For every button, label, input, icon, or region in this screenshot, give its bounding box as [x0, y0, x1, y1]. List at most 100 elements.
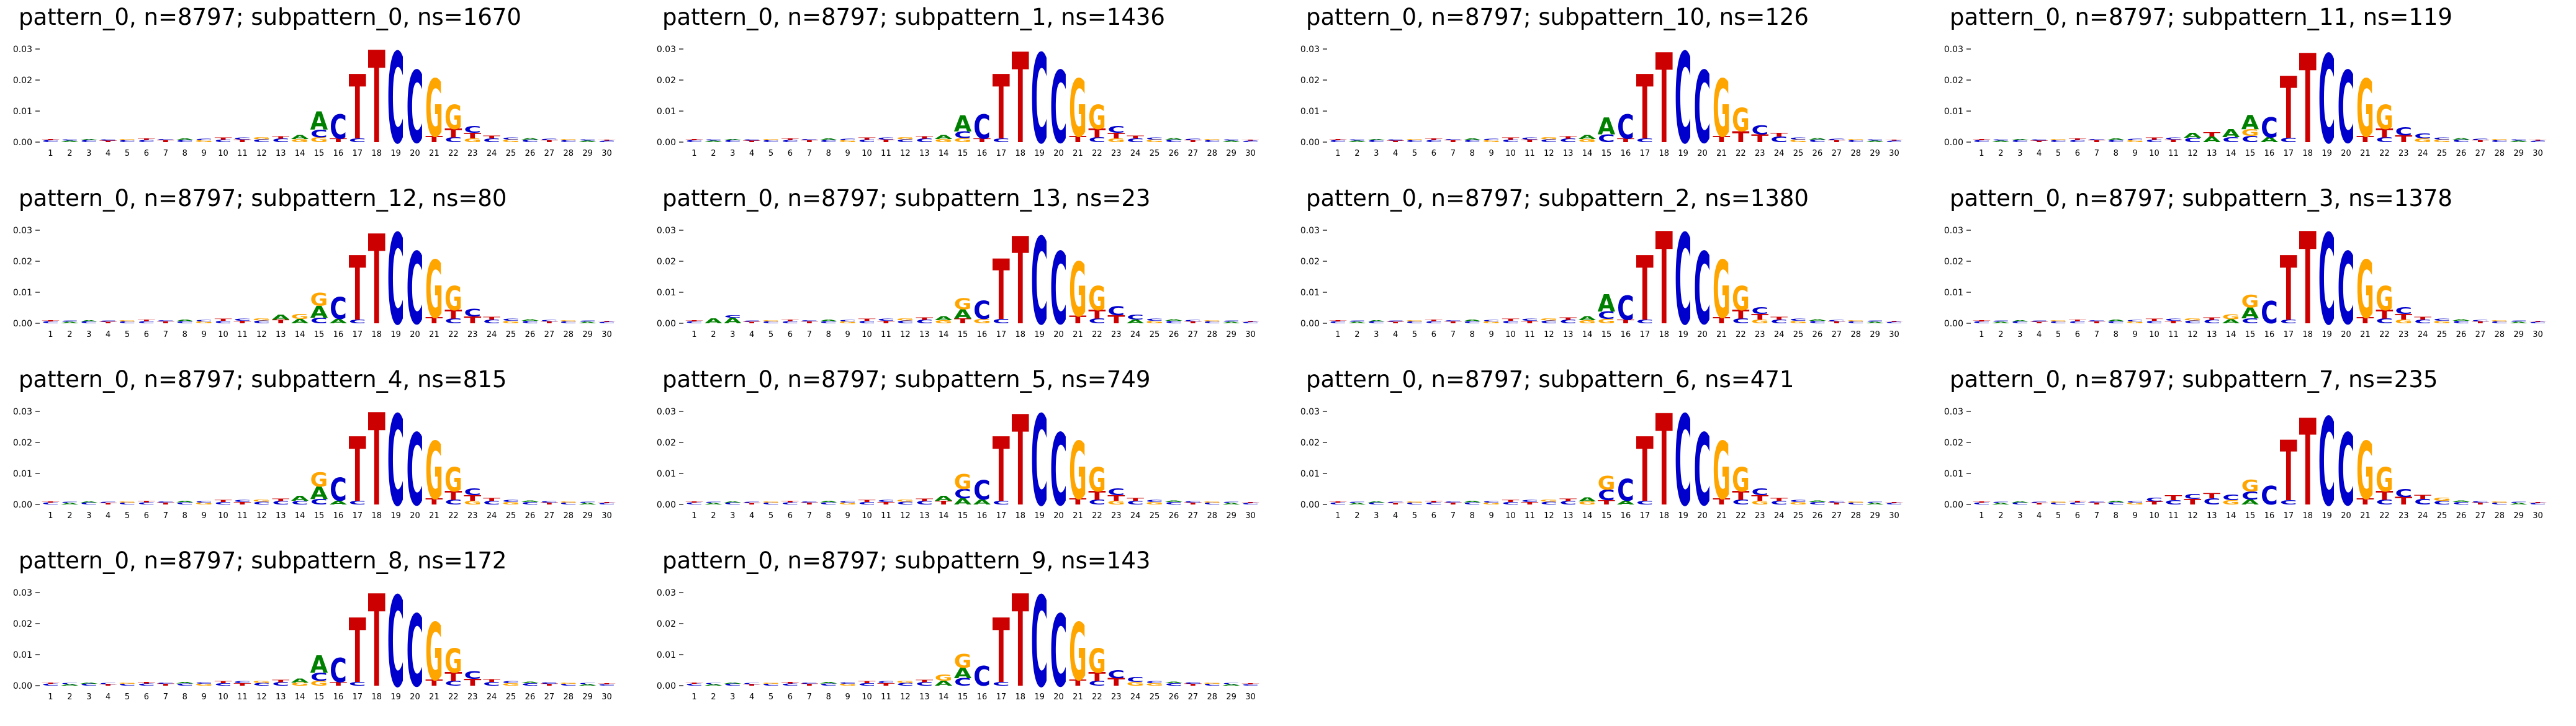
x-tick-label: 25: [1150, 692, 1160, 702]
logo-letter-A: A: [2241, 111, 2259, 133]
logo-letter-C: C: [2107, 139, 2125, 143]
logo-letter-C: C: [176, 320, 194, 324]
logo-letter-T: T: [743, 684, 760, 686]
logo-letter-C: C: [560, 140, 577, 143]
x-tick-label: 7: [163, 149, 168, 158]
logo-letter-T: T: [801, 140, 818, 143]
logo-letter-C: C: [2069, 320, 2086, 324]
x-tick-label: 5: [2056, 330, 2061, 339]
logo-letter-G: G: [195, 683, 213, 686]
x-tick-label: 30: [1245, 149, 1256, 158]
logo-letter-C: C: [119, 140, 136, 143]
logo-letter-T: T: [954, 317, 972, 325]
logo-letter-T: T: [1770, 132, 1788, 137]
logo-letter-G: G: [253, 318, 271, 321]
x-tick-label: 10: [1505, 149, 1516, 158]
logo-panel-subpattern_11: pattern_0, n=8797; subpattern_11, ns=119…: [1931, 0, 2575, 181]
x-tick-label: 30: [601, 692, 612, 702]
x-tick-label: 9: [2133, 330, 2138, 339]
x-tick-label: 3: [730, 692, 735, 702]
x-tick-label: 29: [2513, 149, 2524, 158]
logo-letter-C: C: [2107, 501, 2125, 505]
y-tick-label: 0.00: [13, 681, 32, 691]
logo-letter-C: C: [1992, 320, 2009, 322]
x-tick-label: 6: [2075, 330, 2080, 339]
x-tick-label: 22: [1736, 330, 1746, 339]
logo-letter-C: C: [820, 683, 837, 686]
x-tick-label: 15: [958, 511, 968, 521]
x-tick-label: 5: [1412, 511, 1417, 521]
x-tick-label: 9: [845, 511, 850, 521]
y-tick-label: 0.02: [657, 438, 676, 448]
x-tick-label: 26: [2456, 511, 2467, 521]
logo-letter-T: T: [1184, 321, 1202, 324]
logo-letter-C: C: [215, 139, 232, 143]
logo-letter-C: C: [176, 139, 194, 143]
x-tick-label: 16: [977, 149, 988, 158]
logo-letter-G: G: [935, 319, 953, 324]
logo-letter-C: C: [1089, 498, 1106, 506]
logo-letter-C: C: [724, 502, 741, 505]
logo-letter-C: C: [42, 140, 60, 143]
logo-letter-C: C: [973, 660, 991, 692]
logo-letter-A: A: [330, 318, 348, 325]
logo-letter-C: C: [2472, 501, 2489, 503]
x-tick-label: 25: [1150, 511, 1160, 521]
logo-letter-A: A: [1809, 319, 1827, 321]
logo-panel-subpattern_10: pattern_0, n=8797; subpattern_10, ns=126…: [1287, 0, 1931, 181]
x-tick-label: 8: [1470, 149, 1475, 158]
x-tick-label: 11: [237, 692, 248, 702]
logo-letter-T: T: [233, 320, 251, 324]
logo-letter-C: C: [705, 683, 722, 684]
logo-letter-A: A: [935, 315, 953, 321]
logo-letter-C: C: [1223, 683, 1240, 684]
x-tick-label: 28: [1850, 149, 1861, 158]
x-tick-label: 10: [218, 149, 228, 158]
logo-letter-C: C: [598, 321, 616, 324]
x-tick-label: 3: [1374, 149, 1379, 158]
logo-letter-G: G: [2356, 425, 2374, 516]
x-tick-label: 12: [900, 330, 911, 339]
logo-letter-A: A: [2184, 132, 2201, 140]
logo-letter-T: T: [1559, 135, 1577, 139]
logo-letter-A: A: [1222, 140, 1241, 143]
logo-letter-C: C: [138, 139, 155, 143]
logo-letter-C: C: [1242, 140, 1259, 143]
logo-letter-C: C: [1559, 319, 1577, 325]
x-tick-label: 23: [2398, 149, 2409, 158]
logo-letter-T: T: [272, 679, 289, 683]
logo-letter-G: G: [1088, 460, 1106, 499]
logo-letter-C: C: [1617, 289, 1634, 327]
logo-letter-C: C: [2376, 317, 2394, 325]
y-tick-label: 0.03: [1944, 226, 1963, 236]
x-tick-label: 2: [1354, 511, 1359, 521]
logo-letter-T: T: [1425, 500, 1443, 503]
x-tick-label: 9: [202, 511, 207, 521]
y-tick-label: 0.01: [657, 469, 676, 479]
x-tick-label: 12: [256, 511, 267, 521]
x-tick-label: 20: [2341, 511, 2351, 521]
logo-letter-T: T: [464, 132, 481, 140]
logo-letter-C: C: [1367, 321, 1385, 324]
logo-letter-A: A: [935, 495, 952, 503]
x-tick-label: 28: [1207, 692, 1217, 702]
logo-letter-C: C: [839, 138, 857, 141]
logo-letter-C: C: [483, 500, 500, 505]
logo-letter-C: C: [1540, 320, 1557, 324]
x-tick-label: 15: [314, 149, 325, 158]
x-tick-label: 19: [1678, 511, 1688, 521]
logo-letter-C: C: [387, 30, 405, 171]
logo-letter-C: C: [407, 595, 424, 709]
x-tick-label: 23: [1111, 511, 1122, 521]
logo-letter-G: G: [954, 295, 972, 313]
logo-letter-C: C: [2510, 139, 2528, 141]
logo-letter-C: C: [1031, 30, 1048, 171]
x-tick-label: 17: [2284, 330, 2294, 339]
x-tick-label: 3: [86, 692, 91, 702]
logo-letter-T: T: [1242, 139, 1259, 140]
logo-letter-C: C: [2146, 139, 2163, 143]
logo-letter-C: C: [1387, 501, 1404, 503]
logo-letter-G: G: [195, 502, 213, 505]
x-tick-label: 4: [1393, 511, 1398, 521]
y-tick-label: 0.00: [657, 319, 676, 329]
